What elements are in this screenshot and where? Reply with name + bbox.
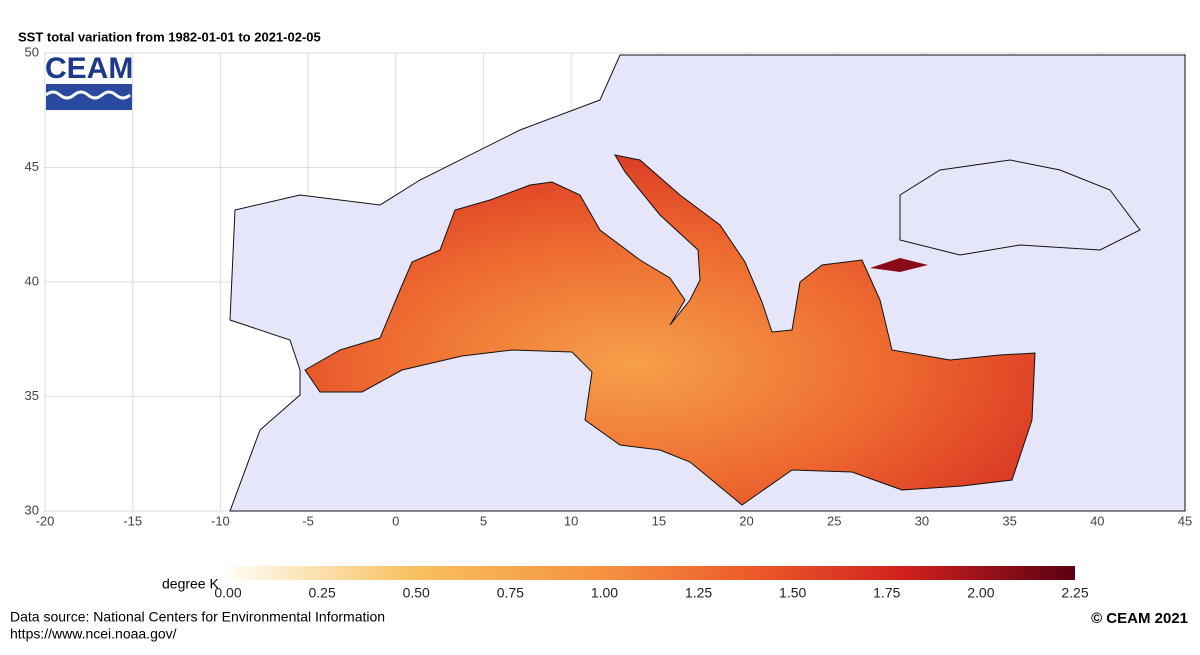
colorbar (228, 566, 1075, 580)
x-tick-label: 25 (827, 513, 841, 528)
x-tick-label: -5 (302, 513, 314, 528)
x-tick-label: 0 (392, 513, 399, 528)
copyright: © CEAM 2021 (1091, 610, 1188, 627)
x-tick-label: 40 (1090, 513, 1104, 528)
logo: CEAM (45, 52, 133, 110)
logo-text: CEAM (45, 52, 133, 85)
colorbar-tick-label: 2.25 (1061, 585, 1088, 601)
x-tick-label: 5 (480, 513, 487, 528)
y-tick-label: 45 (25, 159, 39, 174)
source-text: Data source: National Centers for Enviro… (10, 609, 385, 625)
colorbar-label: degree K (162, 576, 219, 592)
colorbar-tick-label: 1.50 (779, 585, 806, 601)
colorbar-tick-label: 0.00 (214, 585, 241, 601)
x-tick-label: 10 (564, 513, 578, 528)
colorbar-tick-label: 2.00 (967, 585, 994, 601)
logo-wave (45, 90, 131, 100)
y-tick-label: 35 (25, 388, 39, 403)
x-tick-label: 30 (915, 513, 929, 528)
x-tick-label: 45 (1178, 513, 1192, 528)
sea-sst-field (304, 154, 1036, 506)
marmara-sea (870, 258, 928, 272)
x-tick-label: 20 (739, 513, 753, 528)
y-tick-label: 40 (25, 273, 39, 288)
colorbar-tick-label: 1.00 (591, 585, 618, 601)
x-tick-label: -10 (211, 513, 230, 528)
colorbar-tick-label: 0.25 (308, 585, 335, 601)
x-tick-label: 35 (1002, 513, 1016, 528)
x-tick-label: 15 (652, 513, 666, 528)
source-url: https://www.ncei.noaa.gov/ (10, 626, 177, 642)
colorbar-tick-label: 1.75 (873, 585, 900, 601)
colorbar-tick-label: 1.25 (685, 585, 712, 601)
map-title: SST total variation from 1982-01-01 to 2… (18, 29, 321, 44)
y-tick-label: 50 (25, 44, 39, 59)
y-tick-label: 30 (25, 502, 39, 517)
colorbar-tick-label: 0.50 (403, 585, 430, 601)
x-tick-label: -15 (123, 513, 142, 528)
x-tick-label: -20 (36, 513, 55, 528)
colorbar-tick-label: 0.75 (497, 585, 524, 601)
